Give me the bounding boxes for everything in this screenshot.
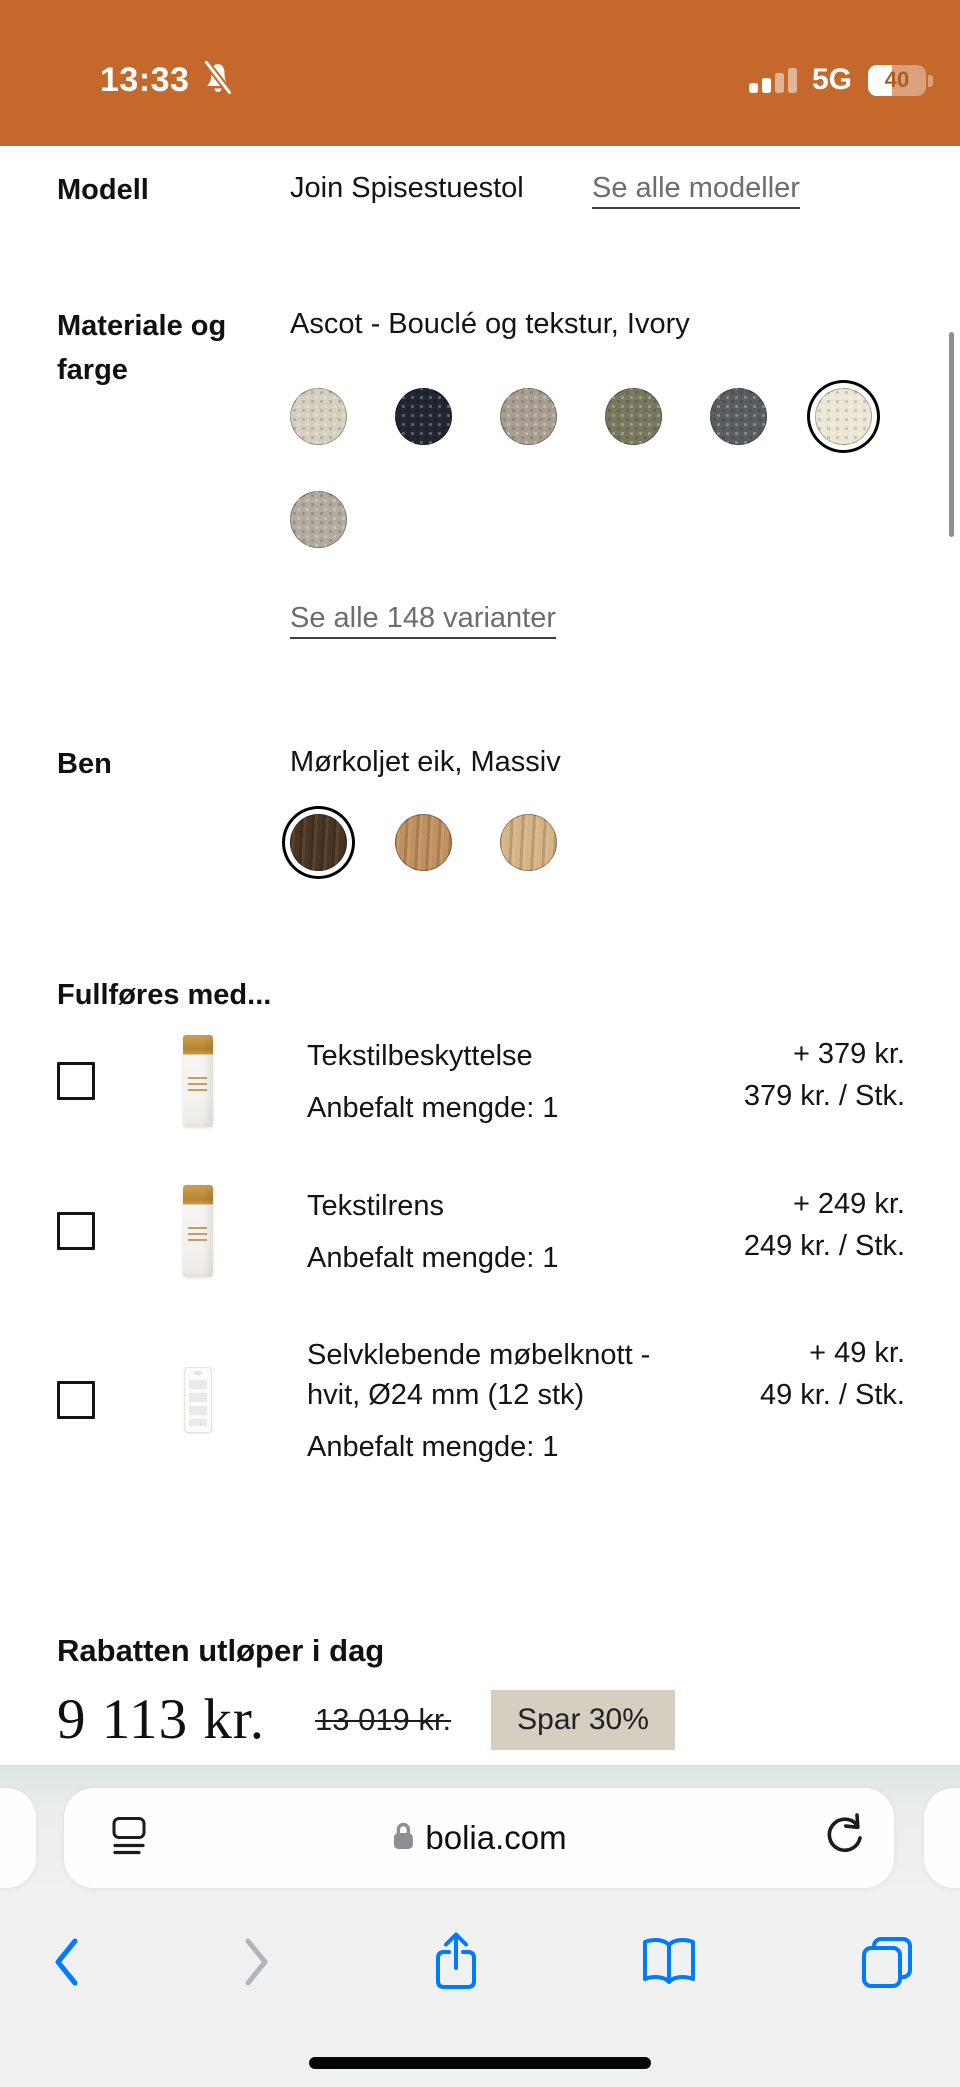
discount-badge: Spar 30%	[491, 1690, 675, 1750]
back-icon[interactable]	[50, 1935, 82, 1989]
reload-icon[interactable]	[822, 1812, 866, 1865]
leg-swatch-group	[290, 814, 890, 871]
material-row: Materiale og farge Ascot - Bouclé og tek…	[57, 304, 905, 638]
clock: 13:33	[100, 60, 190, 99]
addon-row-tekstilbeskyttelse: Tekstilbeskyttelse Anbefalt mengde: 1 + …	[57, 1035, 905, 1127]
model-value: Join Spisestuestol	[290, 172, 524, 204]
fabric-swatch-olive-green[interactable]	[605, 388, 662, 445]
addon-unit-price: 49 kr. / Stk.	[759, 1379, 905, 1411]
share-icon[interactable]	[432, 1930, 480, 1994]
legs-label: Ben	[57, 748, 112, 780]
original-price-strikethrough: 13 019 kr.	[314, 1702, 452, 1737]
addon-checkbox[interactable]	[57, 1212, 95, 1250]
fabric-swatch-group	[290, 388, 890, 548]
fabric-swatch-dark-navy[interactable]	[395, 388, 452, 445]
bell-slash-icon	[201, 59, 235, 102]
legs-value: Mørkoljet eik, Massiv	[290, 746, 561, 778]
spray-bottle-image	[183, 1185, 213, 1277]
safari-bottom-chrome: bolia.com	[0, 1765, 960, 2087]
tabs-icon[interactable]	[858, 1934, 916, 1990]
fabric-swatch-ivory-selected[interactable]	[815, 388, 872, 445]
see-all-variants-link[interactable]: Se alle 148 varianter	[290, 602, 556, 634]
see-all-models-link[interactable]: Se alle modeller	[592, 172, 800, 204]
forward-icon[interactable]	[241, 1935, 273, 1989]
addon-title: Selvklebende møbelknott - hvit, Ø24 mm (…	[307, 1339, 651, 1411]
page-menu-icon[interactable]	[110, 1815, 148, 1862]
addon-row-tekstilrens: Tekstilrens Anbefalt mengde: 1 + 249 kr.…	[57, 1185, 905, 1277]
battery-icon: 40	[868, 64, 933, 96]
material-label: Materiale og farge	[57, 310, 227, 386]
addon-recommended-qty: Anbefalt mengde: 1	[307, 1431, 559, 1463]
bookmarks-icon[interactable]	[639, 1936, 699, 1988]
status-bar: 13:33 5G 40	[0, 0, 960, 146]
current-price: 9 113 kr.	[57, 1688, 265, 1751]
fabric-swatch-taupe-melange[interactable]	[500, 388, 557, 445]
addons-heading: Fullføres med...	[57, 979, 272, 1011]
price-row: 9 113 kr. 13 019 kr. Spar 30%	[57, 1689, 905, 1751]
fabric-swatch-beige-boucle[interactable]	[290, 388, 347, 445]
legs-row: Ben Mørkoljet eik, Massiv	[57, 742, 905, 871]
url-bar[interactable]: bolia.com	[64, 1788, 894, 1888]
addon-recommended-qty: Anbefalt mengde: 1	[307, 1092, 559, 1124]
addon-add-price: + 49 kr.	[809, 1337, 905, 1369]
addon-add-price: + 379 kr.	[792, 1038, 905, 1070]
discount-urgency-text: Rabatten utløper i dag	[57, 1633, 385, 1668]
fabric-swatch-grey-speckle[interactable]	[290, 491, 347, 548]
spray-bottle-image	[183, 1035, 213, 1127]
material-value: Ascot - Bouclé og tekstur, Ivory	[290, 308, 690, 340]
addon-unit-price: 379 kr. / Stk.	[743, 1080, 905, 1112]
addon-unit-price: 249 kr. / Stk.	[743, 1230, 905, 1262]
leg-swatch-oiled-oak[interactable]	[395, 814, 452, 871]
addon-list: Tekstilbeskyttelse Anbefalt mengde: 1 + …	[57, 1035, 905, 1465]
network-type: 5G	[811, 63, 852, 96]
previous-tab-stub[interactable]	[0, 1788, 36, 1888]
model-row: Modell Join Spisestuestol Se alle modell…	[57, 168, 905, 212]
addon-recommended-qty: Anbefalt mengde: 1	[307, 1242, 559, 1274]
model-label: Modell	[57, 174, 149, 206]
battery-percent: 40	[884, 67, 910, 92]
url-text: bolia.com	[425, 1819, 567, 1856]
addon-add-price: + 249 kr.	[792, 1188, 905, 1220]
signal-bars-icon	[748, 67, 797, 93]
leg-swatch-dark-oiled-oak-selected[interactable]	[290, 814, 347, 871]
home-indicator[interactable]	[309, 2057, 651, 2069]
blister-pack-image	[184, 1367, 212, 1433]
addon-title: Tekstilrens	[307, 1190, 444, 1222]
lock-icon	[391, 1820, 415, 1856]
addon-title: Tekstilbeskyttelse	[307, 1040, 533, 1072]
safari-toolbar	[0, 1914, 960, 2010]
fabric-swatch-dark-grey-weave[interactable]	[710, 388, 767, 445]
addon-row-mobelknott: Selvklebende møbelknott - hvit, Ø24 mm (…	[57, 1335, 905, 1465]
addon-checkbox[interactable]	[57, 1062, 95, 1100]
product-configurator: Modell Join Spisestuestol Se alle modell…	[0, 146, 960, 1765]
page-scrollbar[interactable]	[949, 332, 954, 537]
addon-checkbox[interactable]	[57, 1381, 95, 1419]
next-tab-stub[interactable]	[924, 1788, 960, 1888]
leg-swatch-light-oak[interactable]	[500, 814, 557, 871]
